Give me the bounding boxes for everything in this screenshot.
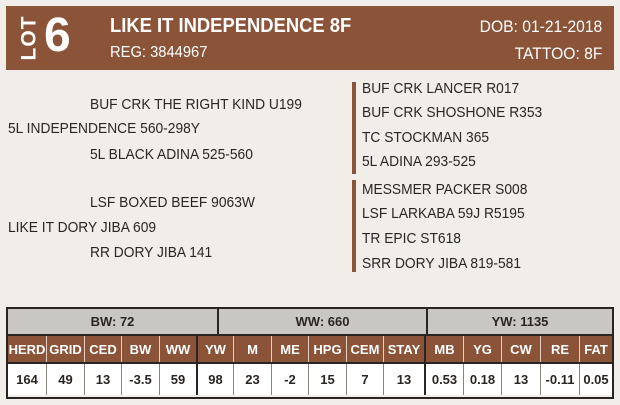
dam-granddam-sire: TR EPIC ST618 — [362, 230, 461, 247]
epd-value-stay: 13 — [383, 364, 424, 395]
epd-value-ww: 59 — [159, 364, 196, 395]
epd-header-stay: STAY — [383, 336, 424, 362]
epd-value-re: -0.11 — [540, 364, 579, 395]
epd-value-grid: 49 — [46, 364, 84, 395]
date-of-birth: DOB: 01-21-2018 — [479, 17, 602, 36]
epd-header-mb: MB — [424, 336, 463, 362]
pedigree-divider-top — [352, 82, 356, 174]
weaning-weight: WW: 660 — [217, 309, 426, 334]
registration-number: REG: 3844967 — [110, 44, 208, 61]
epd-value-mb: 0.53 — [424, 364, 463, 395]
dam-dam: RR DORY JIBA 141 — [90, 244, 213, 261]
epd-value-yg: 0.18 — [463, 364, 501, 395]
sire-dam: 5L BLACK ADINA 525-560 — [90, 146, 253, 163]
epd-header-me: ME — [271, 336, 308, 362]
sire: 5L INDEPENDENCE 560-298Y — [8, 120, 201, 137]
epd-header-hpg: HPG — [308, 336, 346, 362]
epd-header-re: RE — [540, 336, 579, 362]
dam-sire: LSF BOXED BEEF 9063W — [90, 194, 255, 211]
grandsire-sire: BUF CRK LANCER R017 — [362, 80, 520, 97]
epd-header-bw: BW — [121, 336, 159, 362]
epd-value-fat: 0.05 — [579, 364, 612, 395]
lot-header: LOT 6 LIKE IT INDEPENDENCE 8F REG: 38449… — [6, 6, 614, 70]
tattoo: TATTOO: 8F — [514, 44, 602, 63]
epd-value-me: -2 — [271, 364, 308, 395]
epd-value-ced: 13 — [84, 364, 121, 395]
granddam-dam: 5L ADINA 293-525 — [362, 153, 476, 170]
weights-summary: BW: 72 WW: 660 YW: 1135 — [8, 309, 612, 336]
performance-table: BW: 72 WW: 660 YW: 1135 HERD GRID CED BW WW Y… — [6, 307, 614, 399]
epd-header-herd: HERD — [8, 341, 46, 357]
epd-value-cw: 13 — [501, 364, 540, 395]
dam-granddam-dam: SRR DORY JIBA 819-581 — [362, 255, 522, 272]
epd-header-ced: CED — [84, 336, 121, 362]
epd-value-m: 23 — [233, 364, 271, 395]
epd-header-m: M — [233, 336, 271, 362]
lot-label: LOT — [17, 15, 40, 61]
epd-value-row: 164 49 13 -3.5 59 98 23 -2 15 7 13 0.53 0.18 13 -0.11 0… — [8, 364, 612, 395]
lot-number: 6 — [44, 9, 71, 62]
epd-header-yw: YW — [196, 336, 233, 362]
grandsire-dam: BUF CRK SHOSHONE R353 — [362, 104, 543, 121]
granddam-sire: TC STOCKMAN 365 — [362, 129, 490, 146]
sire-sire: BUF CRK THE RIGHT KIND U199 — [90, 96, 302, 113]
animal-name: LIKE IT INDEPENDENCE 8F — [110, 15, 352, 37]
yearling-weight: YW: 1135 — [426, 309, 612, 334]
epd-header-yg: YG — [463, 336, 501, 362]
epd-header-cem: CEM — [346, 336, 383, 362]
dam-grandsire-sire: MESSMER PACKER S008 — [362, 181, 528, 198]
epd-header-ww: WW — [159, 336, 196, 362]
dam: LIKE IT DORY JIBA 609 — [8, 219, 157, 236]
epd-value-bw: -3.5 — [121, 364, 159, 395]
epd-value-hpg: 15 — [308, 364, 346, 395]
epd-value-cem: 7 — [346, 364, 383, 395]
epd-header-fat: FAT — [579, 336, 612, 362]
epd-value-yw: 98 — [196, 364, 233, 395]
epd-value-herd: 164 — [16, 372, 38, 387]
epd-header-grid: GRID — [46, 336, 84, 362]
pedigree-divider-bottom — [352, 180, 356, 272]
dam-grandsire-dam: LSF LARKABA 59J R5195 — [362, 205, 525, 222]
birth-weight: BW: 72 — [90, 314, 135, 329]
epd-header-cw: CW — [501, 336, 540, 362]
epd-header-row: HERD GRID CED BW WW YW M ME HPG CEM STAY MB YG CW RE FA… — [8, 336, 612, 364]
